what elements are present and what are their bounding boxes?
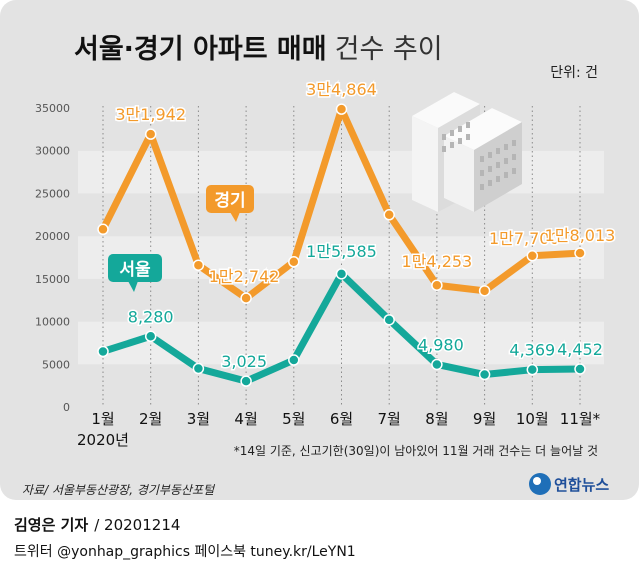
x-tick-label: 4월 <box>234 410 257 428</box>
legend-gyeonggi-swatch <box>206 185 254 213</box>
y-tick-label: 15000 <box>35 273 70 286</box>
social-handles: 트위터 @yonhap_graphics 페이스북 tuney.kr/LeYN1 <box>14 544 356 560</box>
data-point <box>335 268 348 280</box>
legend-seoul: 서울 <box>108 254 162 292</box>
x-tick-label: 9월 <box>473 410 496 428</box>
y-tick-label: 0 <box>63 401 70 414</box>
data-point <box>288 256 300 268</box>
unit-label: 단위: 건 <box>550 65 598 81</box>
x-tick-label: 2월 <box>139 410 162 428</box>
data-label: 3만1,942 <box>115 105 186 124</box>
legend-seoul-pointer <box>128 281 138 292</box>
data-point <box>288 354 300 366</box>
x-axis-ticks: 1월 2월 3월 4월 5월 6월 7월 8월 9월 10월 11월* 2020년 <box>77 410 601 449</box>
legend-gyeonggi-pointer <box>230 212 240 222</box>
data-point <box>574 363 586 375</box>
y-axis-ticks: 0 5000 10000 15000 20000 25000 30000 35000 <box>35 102 70 414</box>
x-tick-label: 7월 <box>378 410 401 428</box>
data-point <box>526 363 539 376</box>
y-tick-label: 20000 <box>35 230 70 243</box>
apartment-building-icon <box>412 92 522 212</box>
data-point <box>478 368 491 381</box>
legend-seoul-swatch <box>108 254 162 282</box>
data-point <box>526 250 539 262</box>
data-label: 3,025 <box>221 352 267 371</box>
chart-title: 서울·경기 아파트 매매 건수 추이 <box>74 34 443 65</box>
x-tick-label: 3월 <box>187 410 210 428</box>
legend-seoul-label: 서울 <box>119 260 151 280</box>
data-label: 4,452 <box>557 340 603 359</box>
data-point <box>144 330 157 343</box>
x-tick-label: 10월 <box>516 410 549 428</box>
y-tick-label: 35000 <box>35 102 70 115</box>
data-label: 4,369 <box>509 341 555 360</box>
data-point <box>431 279 443 291</box>
series-lines: 3만1,942 1만2,742 3만4,864 1만4,253 1만7,7001만8,0… <box>97 79 617 387</box>
data-point <box>574 247 586 259</box>
data-label: 1만4,253 <box>402 252 473 271</box>
yonhap-logo-text: 연합뉴스 <box>554 476 609 494</box>
data-label: 8,280 <box>128 307 174 326</box>
data-label: 1만2,742 <box>209 267 280 286</box>
y-tick-label: 5000 <box>42 358 70 371</box>
chart-title-light: 건수 추이 <box>335 34 443 65</box>
yonhap-logo-icon <box>529 473 551 495</box>
byline: 김영은 기자 / 20201214 <box>14 516 180 534</box>
series-gyeonggi: 3만1,942 1만2,742 3만4,864 1만4,253 1만7,7001만8,0… <box>97 79 617 304</box>
data-label: 1만8,013 <box>545 226 616 245</box>
data-point <box>97 345 109 358</box>
x-tick-label: 1월 <box>91 410 114 428</box>
y-tick-label: 30000 <box>35 145 70 158</box>
data-point <box>192 362 205 375</box>
data-point <box>478 285 491 297</box>
data-point <box>192 259 205 271</box>
x-tick-label: 6월 <box>330 410 353 428</box>
byline-date: / 20201214 <box>94 516 180 534</box>
data-label: 1만7,700 <box>489 229 560 248</box>
x-tick-label: 8월 <box>425 410 448 428</box>
data-point <box>335 103 348 115</box>
data-point <box>240 292 252 304</box>
chart-title-bold: 서울·경기 아파트 매매 <box>74 34 327 65</box>
series-seoul: 8,280 3,025 1만5,585 4,980 4,369 4,452 <box>97 240 604 387</box>
data-label: 3만4,864 <box>306 80 377 99</box>
legend-gyeonggi: 경기 <box>206 185 254 222</box>
data-point <box>383 314 395 326</box>
data-label: 1만5,585 <box>306 242 377 261</box>
byline-name: 김영은 기자 <box>14 516 88 534</box>
data-label: 4,980 <box>418 335 464 354</box>
data-point <box>97 223 109 236</box>
source-label: 자료/ 서울부동산광장, 경기부동산포털 <box>22 483 215 497</box>
y-tick-label: 25000 <box>35 187 70 200</box>
footnote: *14일 기준, 신고기한(30일)이 남아있어 11월 거래 건수는 더 늘어… <box>234 444 598 458</box>
yonhap-logo: 연합뉴스 <box>529 473 609 495</box>
y-tick-label: 10000 <box>35 316 70 329</box>
data-point <box>431 358 443 371</box>
x-tick-label: 5월 <box>282 410 305 428</box>
legend-gyeonggi-label: 경기 <box>214 191 245 211</box>
data-point <box>144 128 157 140</box>
x-year-label: 2020년 <box>77 431 129 449</box>
data-point <box>383 209 395 221</box>
x-tick-label: 11월* <box>560 410 601 428</box>
data-point <box>240 375 252 387</box>
